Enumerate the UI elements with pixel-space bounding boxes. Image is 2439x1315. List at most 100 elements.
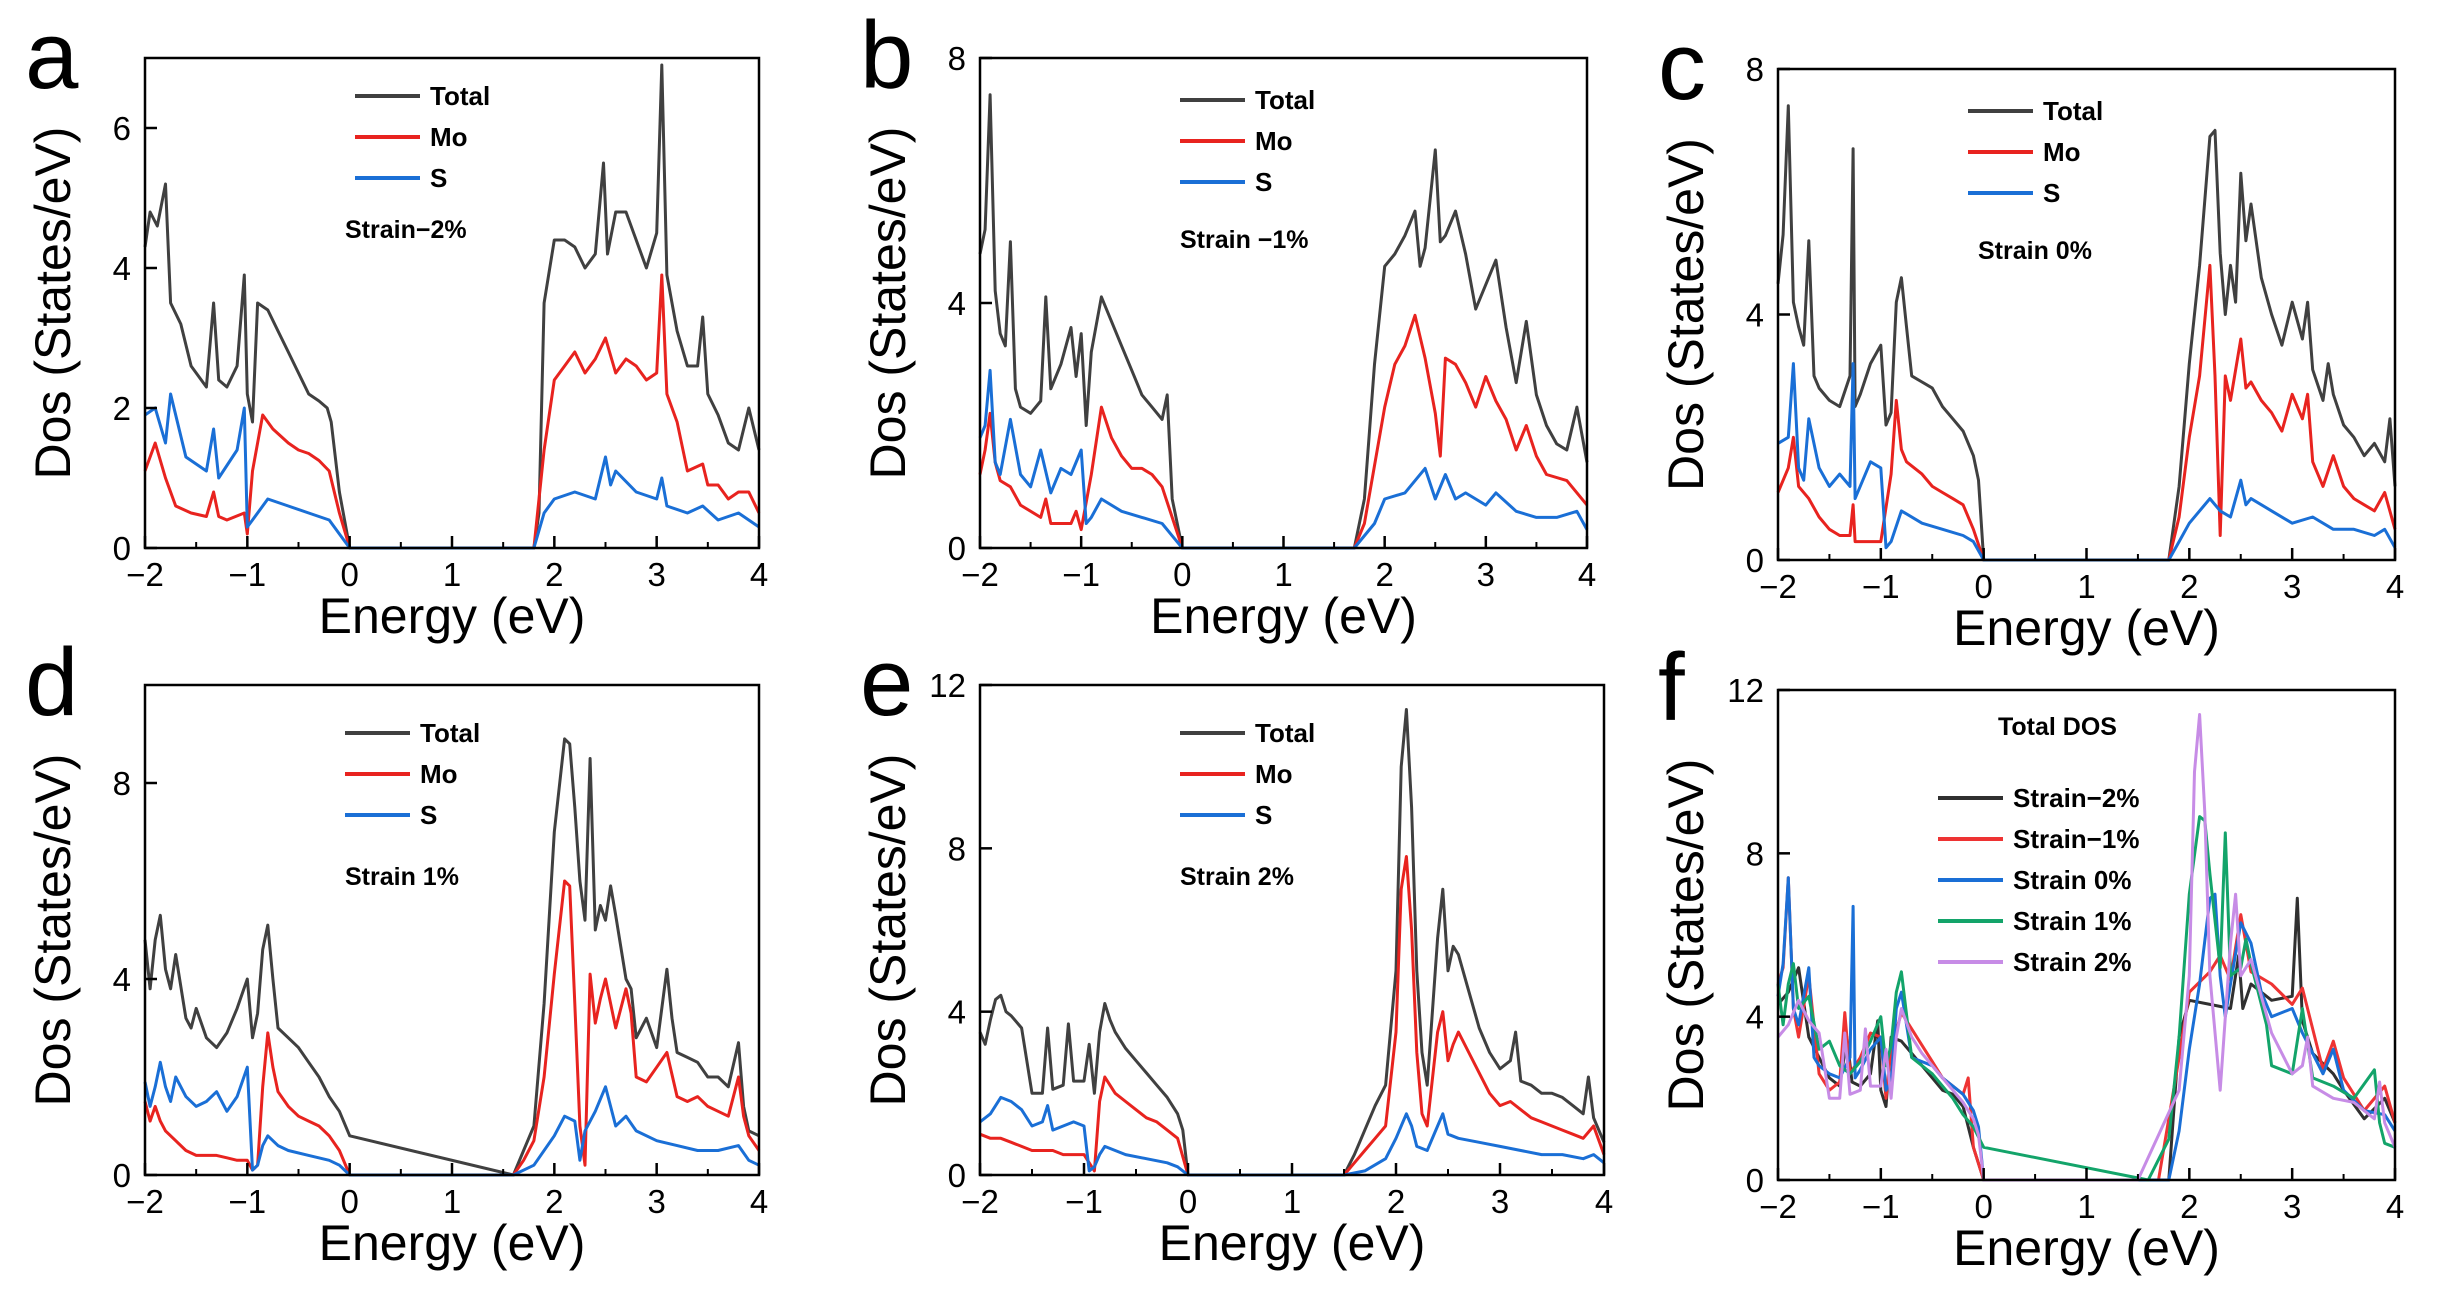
x-tick-label: −2	[1759, 568, 1797, 605]
y-tick-label: 0	[113, 530, 131, 567]
legend-label: Mo	[2043, 137, 2081, 167]
x-tick-label: −1	[1862, 1188, 1900, 1225]
x-tick-label: −2	[961, 1183, 999, 1220]
y-tick-label: 8	[1746, 51, 1764, 88]
y-tick-label: 0	[1746, 542, 1764, 579]
x-tick-label: −1	[229, 1183, 267, 1220]
series-line-2	[143, 1060, 760, 1177]
series-line-1	[143, 273, 761, 550]
panel-letter: d	[25, 629, 78, 736]
x-tick-label: −2	[126, 1183, 164, 1220]
y-axis-label: Dos (States/eV)	[860, 127, 916, 480]
y-axis-label: Dos (States/eV)	[860, 754, 916, 1107]
x-tick-label: 2	[2180, 1188, 2198, 1225]
series-line-2	[978, 368, 1589, 550]
series-line-4	[1776, 713, 2397, 1182]
x-tick-label: 4	[2386, 568, 2404, 605]
panel-annotation: Strain 2%	[1180, 863, 1294, 891]
y-axis-label: Dos (States/eV)	[1658, 138, 1714, 491]
panel-annotation: Strain 1%	[345, 863, 459, 891]
legend-label: Strain 0%	[2013, 865, 2132, 895]
legend-label: Total	[2043, 96, 2103, 126]
x-tick-label: 2	[545, 1183, 563, 1220]
x-tick-label: 3	[2283, 1188, 2301, 1225]
x-axis-label: Energy (eV)	[1953, 1220, 2220, 1276]
panel-letter: f	[1658, 634, 1685, 741]
x-tick-label: −2	[126, 556, 164, 593]
x-tick-label: 0	[1179, 1183, 1197, 1220]
panel-a: a −2 −1 0 1 2 3 4 0 2 4 6 Energy (eV) Dos (States/eV)…	[25, 2, 768, 644]
x-tick-label: −1	[1862, 568, 1900, 605]
legend-label: Mo	[1255, 759, 1293, 789]
panel-letter: e	[860, 629, 913, 736]
x-axis-label: Energy (eV)	[1953, 600, 2220, 656]
x-tick-label: 2	[2180, 568, 2198, 605]
y-tick-label: 8	[1746, 835, 1764, 872]
legend-label: Mo	[420, 759, 458, 789]
x-axis-label: Energy (eV)	[319, 588, 586, 644]
y-tick-label: 0	[1746, 1162, 1764, 1199]
x-tick-label: 4	[2386, 1188, 2404, 1225]
x-tick-label: −1	[1062, 556, 1100, 593]
y-tick-label: 6	[113, 110, 131, 147]
x-tick-label: −1	[1065, 1183, 1103, 1220]
x-tick-label: −1	[229, 556, 267, 593]
legend-label: S	[1255, 800, 1272, 830]
x-tick-label: 4	[1578, 556, 1596, 593]
x-tick-label: 4	[750, 556, 768, 593]
series-line-1	[978, 313, 1589, 550]
x-tick-label: 1	[443, 556, 461, 593]
x-tick-label: 3	[647, 1183, 665, 1220]
y-tick-label: 0	[948, 530, 966, 567]
y-tick-label: 4	[1746, 999, 1764, 1036]
series-line-2	[144, 392, 760, 550]
x-tick-label: 2	[1387, 1183, 1405, 1220]
x-tick-label: 1	[2077, 1188, 2095, 1225]
x-tick-label: 3	[1491, 1183, 1509, 1220]
legend-label: Total	[1255, 85, 1315, 115]
x-tick-label: 1	[1283, 1183, 1301, 1220]
legend-label: Mo	[1255, 126, 1293, 156]
series-line-0	[143, 737, 760, 1177]
y-tick-label: 4	[948, 285, 966, 322]
panel-b: b −2 −1 0 1 2 3 4 0 4 8 Energy (eV) Dos (States/eV) T…	[860, 2, 1596, 644]
y-axis-label: Dos (States/eV)	[25, 127, 81, 480]
x-tick-label: 3	[1477, 556, 1495, 593]
panel-d: d −2 −1 0 1 2 3 4 0 4 8 Energy (eV) Dos (States/eV) T…	[25, 629, 768, 1271]
series-line-1	[979, 855, 1606, 1177]
y-tick-label: 12	[929, 667, 966, 704]
y-tick-label: 0	[113, 1157, 131, 1194]
legend-label: S	[430, 163, 447, 193]
legend-label: Total	[430, 81, 490, 111]
x-tick-label: 0	[1974, 1188, 1992, 1225]
y-tick-label: 12	[1727, 672, 1764, 709]
x-axis-label: Energy (eV)	[319, 1215, 586, 1271]
legend-label: S	[2043, 178, 2060, 208]
series-line-2	[1776, 876, 2397, 1182]
panel-letter: a	[25, 2, 79, 109]
x-tick-label: 0	[340, 1183, 358, 1220]
series-line-0	[1776, 104, 2397, 562]
x-tick-label: 0	[1974, 568, 1992, 605]
legend-label: Strain−1%	[2013, 824, 2139, 854]
legend-label: Total	[1255, 718, 1315, 748]
legend-label: S	[420, 800, 437, 830]
y-tick-label: 8	[948, 830, 966, 867]
series-line-0	[978, 93, 1589, 550]
x-tick-label: 2	[545, 556, 563, 593]
x-tick-label: −2	[961, 556, 999, 593]
x-tick-label: 1	[443, 1183, 461, 1220]
panel-c: c −2 −1 0 1 2 3 4 0 4 8 Energy (eV) Dos (States/eV) T…	[1658, 13, 2404, 656]
series-line-1	[1776, 263, 2397, 562]
x-tick-label: 4	[750, 1183, 768, 1220]
legend-label: Strain 2%	[2013, 947, 2132, 977]
x-tick-label: 3	[2283, 568, 2301, 605]
panel-annotation: Strain −1%	[1180, 226, 1309, 254]
y-tick-label: 8	[113, 765, 131, 802]
y-tick-label: 8	[948, 40, 966, 77]
x-tick-label: −2	[1759, 1188, 1797, 1225]
panel-letter: b	[860, 2, 913, 109]
